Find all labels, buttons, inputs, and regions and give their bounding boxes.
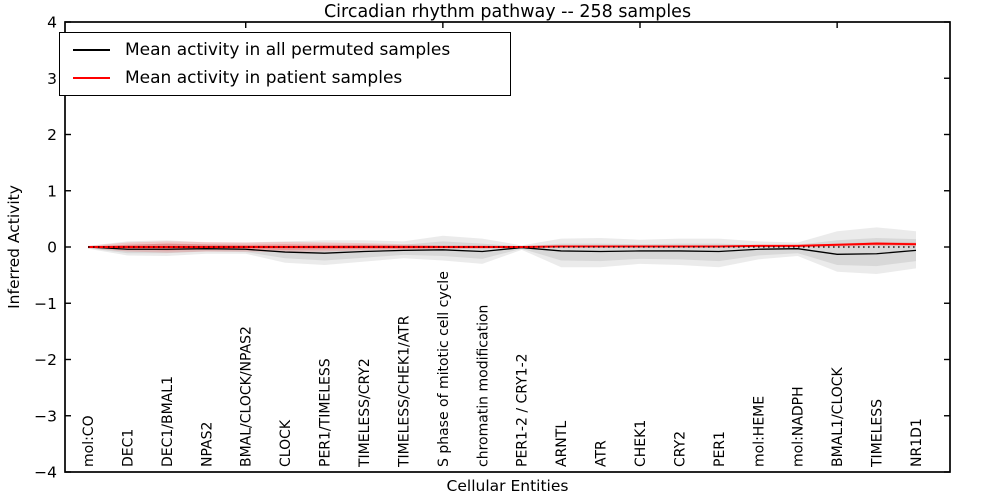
y-axis-label: Inferred Activity (5, 185, 23, 309)
y-tick-label: 4 (47, 14, 57, 32)
category-label: CHEK1 (633, 420, 649, 467)
category-label: DEC1/BMAL1 (160, 376, 176, 467)
legend-label-patient: Mean activity in patient samples (125, 68, 403, 88)
chart-title: Circadian rhythm pathway -- 258 samples (323, 2, 692, 22)
legend-label-permuted: Mean activity in all permuted samples (125, 40, 451, 60)
series-line-permuted (87, 246, 917, 255)
category-label: chromatin modification (475, 305, 491, 467)
category-label: PER1-2 / CRY1-2 (515, 353, 531, 467)
category-label: BMAL/CLOCK/NPAS2 (239, 326, 255, 467)
y-tick-label: −4 (34, 464, 57, 482)
y-tick-label: 1 (47, 182, 57, 200)
category-label: BMAL1/CLOCK (830, 366, 846, 467)
y-tick-label: −3 (34, 407, 57, 425)
category-label: S phase of mitotic cell cycle (436, 271, 452, 467)
category-label: mol:HEME (751, 396, 767, 467)
category-label: NR1D1 (909, 418, 925, 467)
category-label: TIMELESS/CRY2 (357, 358, 373, 468)
category-label: CLOCK (278, 419, 294, 467)
category-label: CRY2 (672, 431, 688, 467)
category-label: DEC1 (120, 429, 136, 467)
category-label: mol:CO (81, 415, 97, 467)
y-tick-label: 2 (47, 126, 57, 144)
y-tick-label: 3 (47, 70, 57, 88)
legend: Mean activity in all permuted samples Me… (59, 32, 511, 96)
y-tick-label: −2 (34, 351, 57, 369)
x-axis-label: Cellular Entities (446, 477, 569, 495)
category-label: PER1 (712, 431, 728, 467)
category-label: NPAS2 (199, 422, 215, 467)
series-line-patient (88, 242, 917, 248)
category-label: TIMELESS/CHEK1/ATR (396, 315, 412, 468)
category-label: ATR (594, 440, 610, 467)
permuted-range-inner-band (88, 238, 916, 267)
category-label: PER1/TIMELESS (318, 358, 334, 467)
legend-line-sample-black (73, 49, 110, 51)
category-label: mol:NADPH (791, 386, 807, 467)
y-tick-label: 0 (47, 239, 57, 257)
category-label: ARNTL (554, 421, 570, 467)
legend-entry-permuted: Mean activity in all permuted samples (73, 40, 510, 60)
y-tick-label: −1 (34, 295, 57, 313)
permuted-range-outer-band (88, 227, 916, 274)
category-label: TIMELESS (870, 399, 886, 468)
legend-line-sample-red (73, 77, 110, 79)
legend-entry-patient: Mean activity in patient samples (73, 68, 510, 88)
